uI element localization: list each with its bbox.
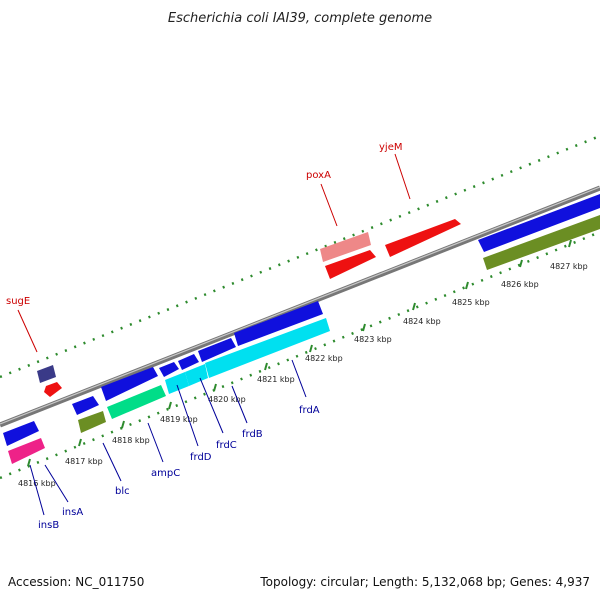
- label-frdA[interactable]: frdA: [299, 405, 320, 416]
- gene-frdC-cyan[interactable]: [185, 364, 208, 386]
- gene-blue-small[interactable]: [72, 396, 99, 415]
- tick-label: 4819 kbp: [160, 415, 198, 424]
- tick-label: 4826 kbp: [501, 280, 539, 289]
- gene-blue-upper-right[interactable]: [478, 194, 600, 252]
- gene-frdD-blue[interactable]: [159, 362, 179, 377]
- forward-gene-labels: insB insA blc ampC frdD frdC frdB frdA: [29, 359, 320, 531]
- label-insB[interactable]: insB: [38, 520, 59, 531]
- tick-label: 4816 kbp: [18, 479, 56, 488]
- label-blc[interactable]: blc: [115, 486, 130, 497]
- tick-label: 4820 kbp: [208, 395, 246, 404]
- tick-label: 4818 kbp: [112, 436, 150, 445]
- label-frdB[interactable]: frdB: [242, 429, 263, 440]
- tick-marks: [27, 239, 572, 467]
- gene-blc-olive[interactable]: [78, 411, 106, 433]
- accession-label: Accession: NC_011750: [8, 575, 144, 589]
- map-title: Escherichia coli IAI39, complete genome: [168, 11, 432, 26]
- gene-ampC-spring[interactable]: [107, 385, 166, 419]
- inner-dotted-track: [0, 230, 600, 480]
- label-poxA[interactable]: poxA: [306, 170, 331, 181]
- label-sugE[interactable]: sugE: [6, 296, 30, 307]
- label-insA[interactable]: insA: [62, 507, 83, 518]
- tick-label: 4817 kbp: [65, 457, 103, 466]
- gene-frdC-blue[interactable]: [178, 354, 199, 370]
- gene-frdB-blue[interactable]: [198, 338, 236, 362]
- gene-sugE-block[interactable]: [37, 365, 56, 383]
- label-frdD[interactable]: frdD: [190, 452, 212, 463]
- reverse-gene-labels: sugE poxA yjeM: [6, 142, 411, 353]
- tick-label: 4822 kbp: [305, 354, 343, 363]
- gene-yjeM-arrow[interactable]: [385, 219, 461, 257]
- tick-labels: 4816 kbp 4817 kbp 4818 kbp 4819 kbp 4820…: [18, 262, 588, 488]
- tick-label: 4823 kbp: [354, 335, 392, 344]
- gene-poxA-arrow[interactable]: [325, 250, 376, 279]
- gene-sugE-arrow[interactable]: [44, 382, 62, 397]
- reverse-strand-genes: [37, 194, 600, 397]
- tick-label: 4821 kbp: [257, 375, 295, 384]
- gene-insA-magenta[interactable]: [8, 438, 45, 464]
- gene-olive-right[interactable]: [483, 215, 600, 270]
- gene-insB-blue[interactable]: [3, 421, 39, 446]
- label-yjeM[interactable]: yjeM: [379, 142, 402, 153]
- tick-label: 4824 kbp: [403, 317, 441, 326]
- label-frdC[interactable]: frdC: [216, 440, 237, 451]
- gene-blue-frdA[interactable]: [234, 301, 323, 346]
- forward-strand-genes: [3, 301, 330, 464]
- gene-frdA-cyan[interactable]: [205, 318, 330, 378]
- label-ampC[interactable]: ampC: [151, 468, 180, 479]
- gene-frdD-cyan[interactable]: [165, 372, 189, 394]
- genome-backbone: [0, 185, 600, 428]
- genome-summary: Topology: circular; Length: 5,132,068 bp…: [259, 575, 590, 589]
- gene-ampC-blue[interactable]: [101, 367, 158, 401]
- tick-label: 4827 kbp: [550, 262, 588, 271]
- tick-label: 4825 kbp: [452, 298, 490, 307]
- gene-poxA-block[interactable]: [320, 232, 371, 262]
